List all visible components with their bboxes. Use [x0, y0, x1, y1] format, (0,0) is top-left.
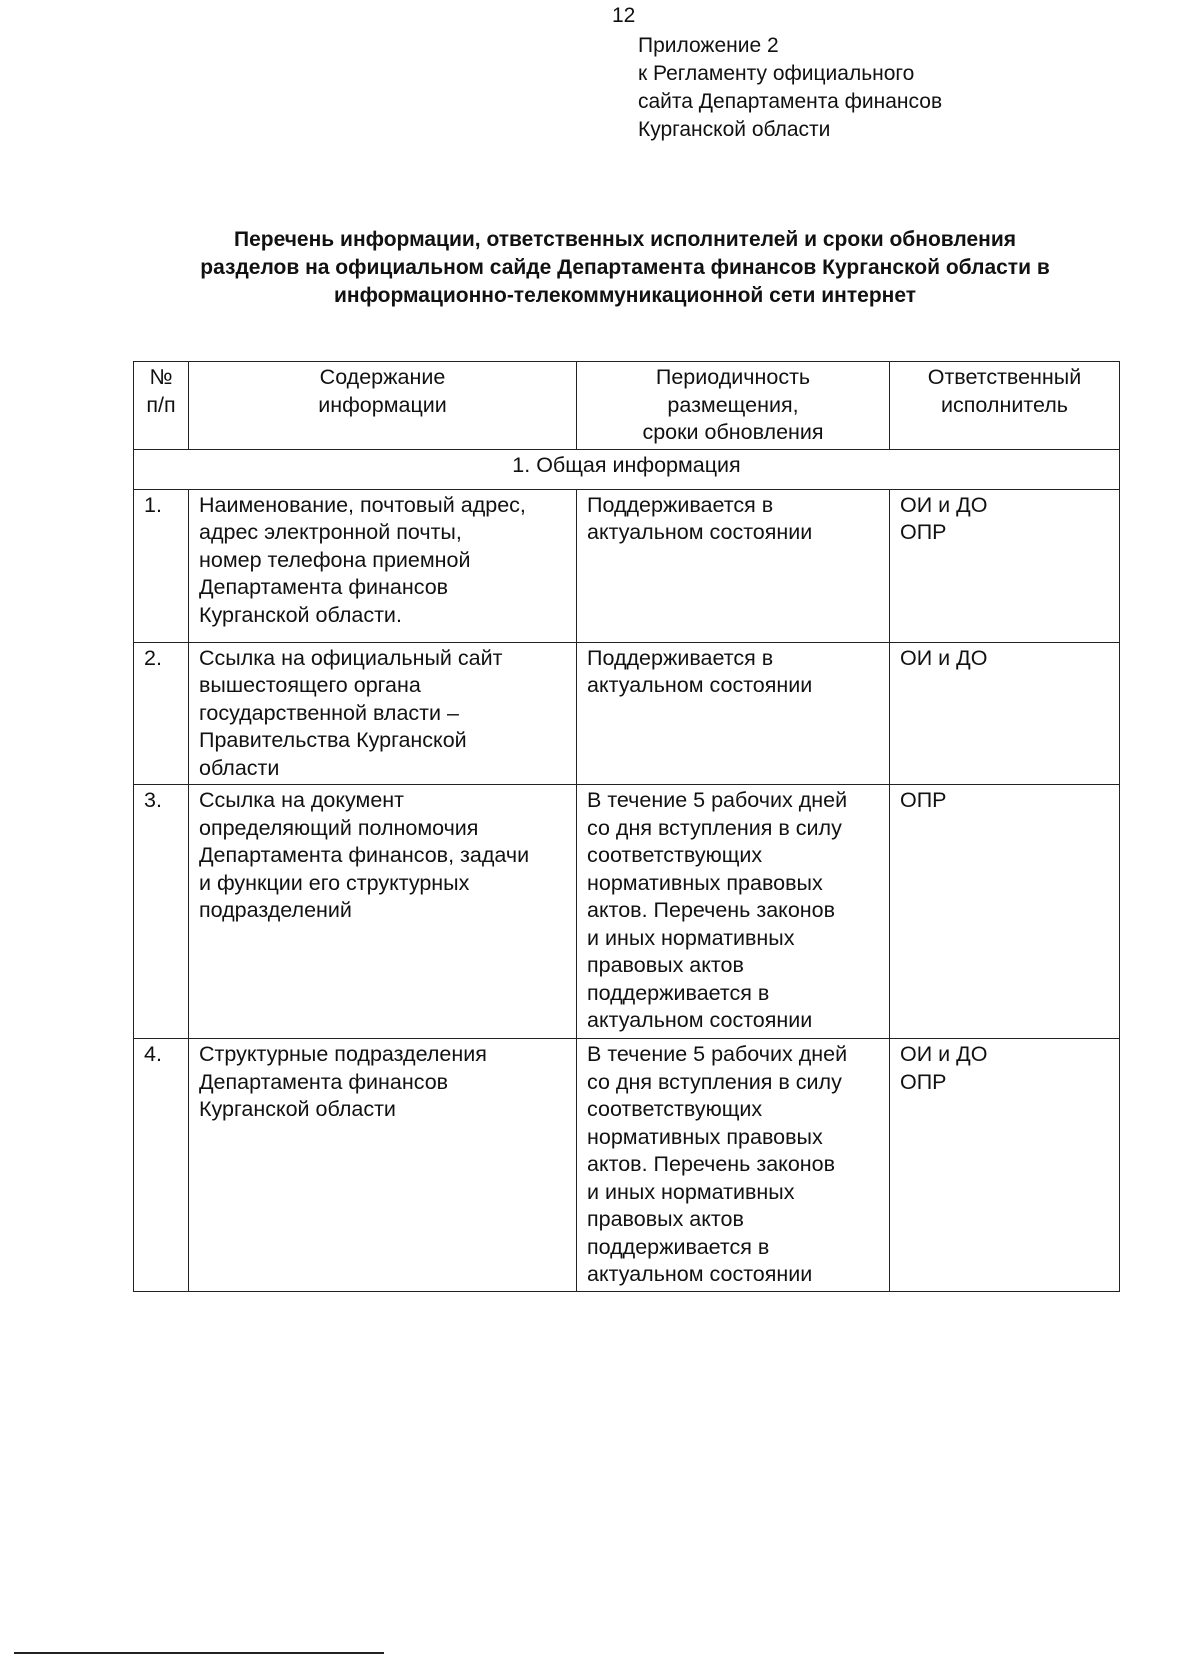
row-number: 2. — [133, 641, 189, 785]
row-responsible: ОИ и ДО ОПР — [889, 1038, 1120, 1292]
row-content: Наименование, почтовый адрес, адрес элек… — [188, 488, 577, 643]
row-content: Ссылка на официальный сайт вышестоящего … — [188, 641, 577, 785]
header-period: Периодичность размещения, сроки обновлен… — [576, 361, 890, 450]
row-period: В течение 5 рабочих дней со дня вступлен… — [576, 1038, 890, 1292]
row-content: Ссылка на документ определяющий полномоч… — [188, 784, 577, 1039]
row-period: В течение 5 рабочих дней со дня вступлен… — [576, 784, 890, 1039]
row-number: 1. — [133, 488, 189, 643]
row-content: Структурные подразделения Департамента ф… — [188, 1038, 577, 1292]
table-row: 1. Наименование, почтовый адрес, адрес э… — [133, 488, 1120, 643]
row-responsible: ОИ и ДО — [889, 641, 1120, 785]
row-responsible: ОПР — [889, 784, 1120, 1039]
section-title: 1. Общая информация — [133, 448, 1120, 490]
info-table: № п/п Содержание информации Периодичност… — [133, 361, 1120, 1292]
row-responsible: ОИ и ДО ОПР — [889, 488, 1120, 643]
row-number: 4. — [133, 1038, 189, 1292]
footnote-divider — [14, 1652, 384, 1654]
section-row: 1. Общая информация — [133, 448, 1120, 490]
page-number: 12 — [612, 4, 636, 27]
header-content: Содержание информации — [188, 361, 577, 450]
header-number: № п/п — [133, 361, 189, 450]
table-row: 3. Ссылка на документ определяющий полно… — [133, 784, 1120, 1039]
header-responsible: Ответственный исполнитель — [889, 361, 1120, 450]
table-row: 4. Структурные подразделения Департамент… — [133, 1038, 1120, 1292]
row-period: Поддерживается в актуальном состоянии — [576, 641, 890, 785]
row-number: 3. — [133, 784, 189, 1039]
document-title: Перечень информации, ответственных испол… — [200, 228, 1050, 307]
table-header-row: № п/п Содержание информации Периодичност… — [133, 361, 1120, 450]
appendix-note: Приложение 2 к Регламенту официального с… — [638, 34, 943, 141]
row-period: Поддерживается в актуальном состоянии — [576, 488, 890, 643]
table-row: 2. Ссылка на официальный сайт вышестояще… — [133, 641, 1120, 785]
